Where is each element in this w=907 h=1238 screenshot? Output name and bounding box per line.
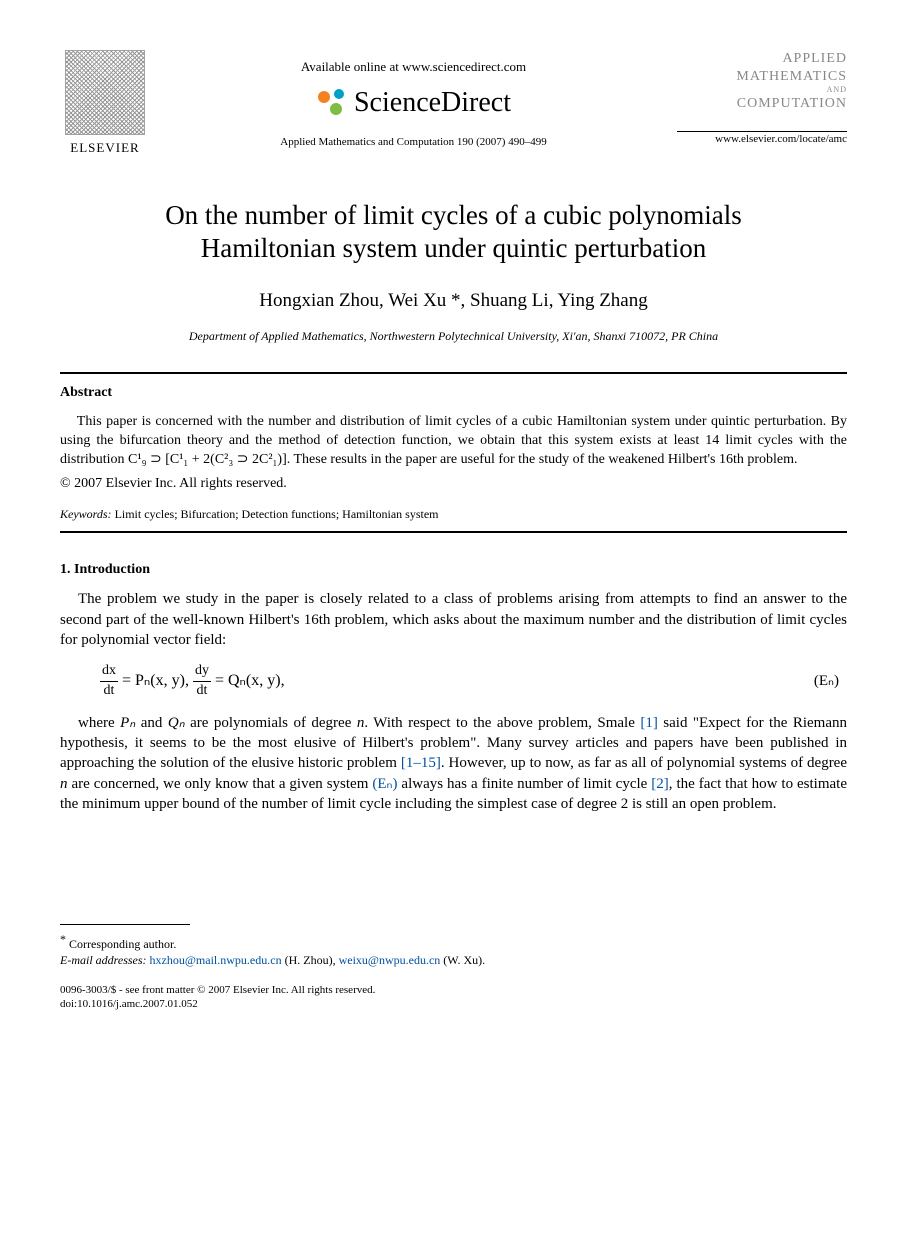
journal-cover-logo: APPLIED MATHEMATICS AND COMPUTATION: [677, 50, 847, 113]
rule-below-keywords: [60, 531, 847, 533]
header-center: Available online at www.sciencedirect.co…: [150, 50, 677, 150]
abstract-heading: Abstract: [60, 384, 847, 403]
p2-c: are polynomials of degree: [185, 715, 357, 731]
ref-link-1-15[interactable]: [1–15]: [401, 755, 441, 771]
footer-area: * Corresponding author. E-mail addresses…: [60, 924, 847, 1012]
pn-symbol: Pₙ: [120, 715, 135, 731]
keywords-text: Limit cycles; Bifurcation; Detection fun…: [112, 507, 439, 521]
n-symbol-2: n: [60, 776, 68, 792]
doi-line: doi:10.1016/j.amc.2007.01.052: [60, 997, 847, 1012]
p2-g: are concerned, we only know that a given…: [68, 776, 373, 792]
email-link-1[interactable]: hxzhou@mail.nwpu.edu.cn: [150, 953, 282, 967]
journal-logo-line1: APPLIED: [677, 50, 847, 68]
keywords-label: Keywords:: [60, 507, 112, 521]
eq-px: = Pₙ(x, y),: [118, 672, 193, 689]
front-matter-line: 0096-3003/$ - see front matter © 2007 El…: [60, 983, 847, 998]
publisher-name: ELSEVIER: [60, 139, 150, 157]
page-header: ELSEVIER Available online at www.science…: [60, 50, 847, 157]
frac-dx-den: dt: [100, 682, 118, 701]
frac-dxdt: dx dt: [100, 662, 118, 701]
abstract-text: This paper is concerned with the number …: [60, 413, 847, 470]
email-line: E-mail addresses: hxzhou@mail.nwpu.edu.c…: [60, 952, 847, 968]
p2-a: where: [78, 715, 120, 731]
available-online-text: Available online at www.sciencedirect.co…: [150, 58, 677, 76]
qn-symbol: Qₙ: [168, 715, 185, 731]
introduction-body: The problem we study in the paper is clo…: [60, 589, 847, 814]
equation-content: dx dt = Pₙ(x, y), dy dt = Qₙ(x, y),: [100, 662, 814, 701]
ref-link-2[interactable]: [2]: [651, 776, 669, 792]
email-link-2[interactable]: weixu@nwpu.edu.cn: [339, 953, 441, 967]
intro-paragraph-2: where Pₙ and Qₙ are polynomials of degre…: [60, 713, 847, 814]
elsevier-tree-icon: [65, 50, 145, 135]
en-symbol: (Eₙ): [372, 776, 397, 792]
frac-dydt: dy dt: [193, 662, 211, 701]
equation-label: (Eₙ): [814, 671, 839, 691]
sciencedirect-name: ScienceDirect: [354, 84, 511, 122]
article-title: On the number of limit cycles of a cubic…: [100, 199, 807, 267]
affiliation: Department of Applied Mathematics, North…: [60, 328, 847, 344]
rule-above-abstract: [60, 372, 847, 374]
journal-logo-line4: COMPUTATION: [677, 95, 847, 113]
section-heading-introduction: 1. Introduction: [60, 561, 847, 580]
frac-dx-num: dx: [100, 662, 118, 682]
p2-d: . With respect to the above problem, Sma…: [364, 715, 640, 731]
publisher-logo-block: ELSEVIER: [60, 50, 150, 157]
eq-qx: = Qₙ(x, y),: [211, 672, 285, 689]
corr-text: Corresponding author.: [66, 937, 176, 951]
doi-block: 0096-3003/$ - see front matter © 2007 El…: [60, 983, 847, 1013]
journal-logo-line3: AND: [677, 85, 847, 95]
locate-url: www.elsevier.com/locate/amc: [677, 132, 847, 147]
email-affil-2: (W. Xu).: [440, 953, 485, 967]
keywords-line: Keywords: Limit cycles; Bifurcation; Det…: [60, 506, 847, 522]
email-affil-1: (H. Zhou),: [282, 953, 339, 967]
p2-b: and: [135, 715, 168, 731]
journal-logo-line2: MATHEMATICS: [677, 68, 847, 86]
copyright-line: © 2007 Elsevier Inc. All rights reserved…: [60, 475, 847, 494]
email-label: E-mail addresses:: [60, 953, 150, 967]
p2-h: always has a finite number of limit cycl…: [397, 776, 651, 792]
intro-paragraph-1: The problem we study in the paper is clo…: [60, 589, 847, 650]
corresponding-author-note: * Corresponding author.: [60, 931, 847, 952]
frac-dy-num: dy: [193, 662, 211, 682]
p2-f: . However, up to now, as far as all of p…: [441, 755, 847, 771]
equation-en: dx dt = Pₙ(x, y), dy dt = Qₙ(x, y), (Eₙ): [100, 662, 847, 701]
frac-dy-den: dt: [193, 682, 211, 701]
ref-link-1[interactable]: [1]: [640, 715, 658, 731]
sciencedirect-icon: [316, 87, 346, 117]
sciencedirect-logo-row: ScienceDirect: [150, 84, 677, 122]
abstract-body: This paper is concerned with the number …: [60, 413, 847, 470]
journal-reference: Applied Mathematics and Computation 190 …: [150, 135, 677, 150]
footnote-rule: [60, 924, 190, 925]
authors-line: Hongxian Zhou, Wei Xu *, Shuang Li, Ying…: [60, 288, 847, 314]
header-right: APPLIED MATHEMATICS AND COMPUTATION www.…: [677, 50, 847, 146]
